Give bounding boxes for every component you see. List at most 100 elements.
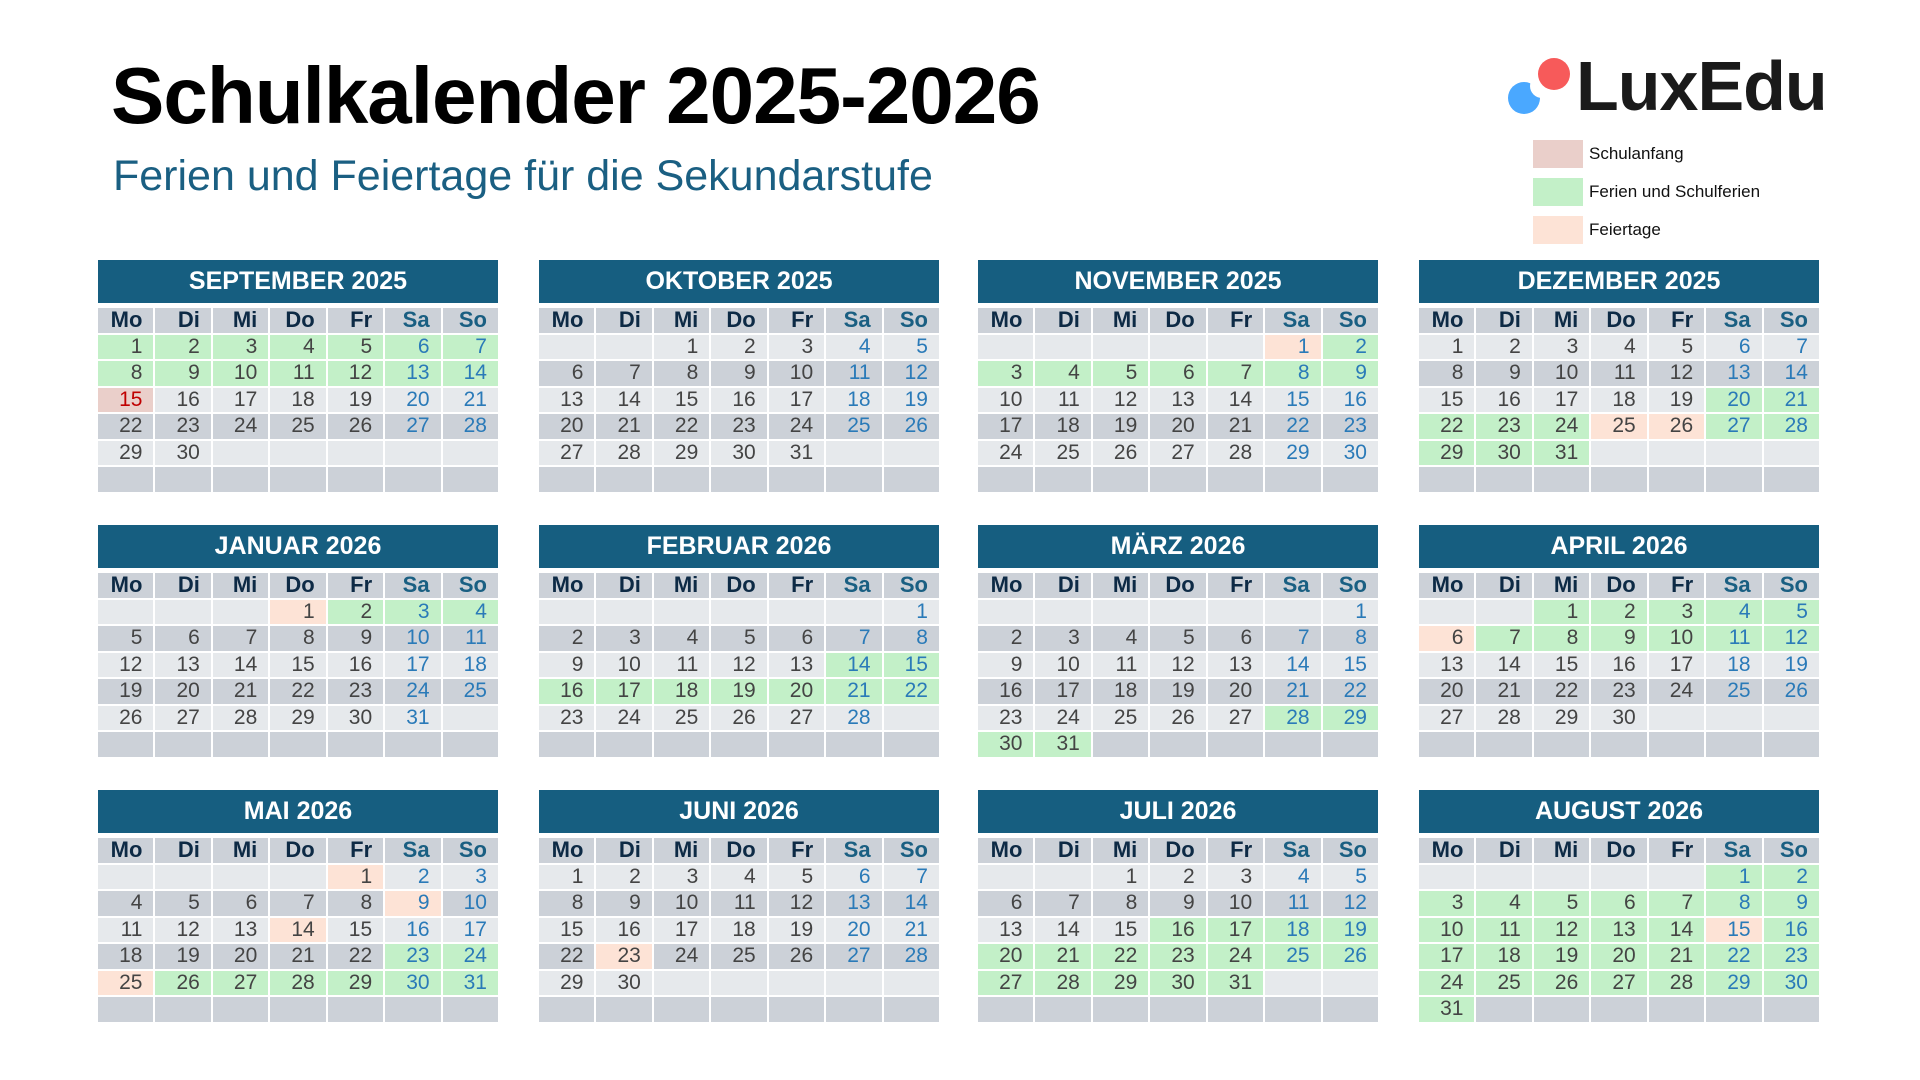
weekday-header: Fr <box>1648 307 1705 333</box>
empty-cell <box>212 467 269 492</box>
empty-cell <box>1092 599 1149 624</box>
day-cell: 2 <box>1150 864 1206 889</box>
day-cell: 15 <box>270 652 326 677</box>
day-cell: 20 <box>212 944 269 969</box>
day-cell: 5 <box>883 334 939 359</box>
day-cell: 29 <box>539 970 595 995</box>
empty-cell <box>98 467 154 492</box>
weekday-header: Do <box>1591 572 1647 598</box>
day-cell: 28 <box>1648 970 1705 995</box>
empty-cell <box>270 440 326 465</box>
day-cell: 2 <box>978 626 1034 651</box>
day-cell: 10 <box>1648 626 1705 651</box>
day-cell: 4 <box>711 864 767 889</box>
day-cell: 18 <box>1591 387 1647 412</box>
day-cell: 3 <box>1207 864 1264 889</box>
empty-cell <box>1476 864 1532 889</box>
empty-cell <box>1648 732 1705 757</box>
day-cell: 29 <box>1322 705 1378 730</box>
month-title: AUGUST 2026 <box>1419 790 1819 833</box>
empty-cell <box>1322 997 1378 1022</box>
day-cell: 7 <box>1763 334 1819 359</box>
month-title: NOVEMBER 2025 <box>978 260 1378 303</box>
day-cell: 29 <box>1265 440 1321 465</box>
empty-cell <box>1092 997 1149 1022</box>
day-cell: 24 <box>212 414 269 439</box>
day-cell: 15 <box>1322 652 1378 677</box>
day-cell: 18 <box>1265 917 1321 942</box>
day-cell: 21 <box>1265 679 1321 704</box>
day-cell: 2 <box>1591 599 1647 624</box>
day-cell: 1 <box>270 599 326 624</box>
day-cell: 22 <box>539 944 595 969</box>
weekday-header: Sa <box>826 572 882 598</box>
empty-cell <box>711 970 767 995</box>
empty-cell <box>978 334 1034 359</box>
day-cell: 24 <box>1648 679 1705 704</box>
day-cell: 26 <box>1150 705 1206 730</box>
day-cell: 5 <box>1533 891 1590 916</box>
weekday-header: Do <box>1150 307 1206 333</box>
day-cell: 22 <box>98 414 154 439</box>
day-cell: 8 <box>539 891 595 916</box>
empty-cell <box>768 467 825 492</box>
day-cell: 7 <box>270 891 326 916</box>
day-cell: 22 <box>1706 944 1762 969</box>
day-cell: 3 <box>1533 334 1590 359</box>
day-cell: 11 <box>711 891 767 916</box>
weekday-header: Di <box>1476 837 1532 863</box>
day-cell: 15 <box>98 387 154 412</box>
day-cell: 4 <box>826 334 882 359</box>
empty-cell <box>768 997 825 1022</box>
day-cell: 27 <box>768 705 825 730</box>
day-cell: 17 <box>442 917 498 942</box>
weekday-header: Fr <box>327 307 384 333</box>
logo-red-dot-icon <box>1538 58 1570 90</box>
day-cell: 12 <box>155 917 211 942</box>
weekday-header: Mo <box>98 837 154 863</box>
month-title: OKTOBER 2025 <box>539 260 939 303</box>
day-cell: 6 <box>826 864 882 889</box>
day-cell: 16 <box>1591 652 1647 677</box>
empty-cell <box>98 732 154 757</box>
day-cell: 15 <box>539 917 595 942</box>
day-cell: 8 <box>1706 891 1762 916</box>
day-cell: 5 <box>1763 599 1819 624</box>
day-cell: 22 <box>1533 679 1590 704</box>
day-cell: 29 <box>1419 440 1475 465</box>
empty-cell <box>978 864 1034 889</box>
day-cell: 15 <box>1706 917 1762 942</box>
day-cell: 29 <box>1092 970 1149 995</box>
empty-cell <box>385 997 441 1022</box>
weekday-header: Sa <box>1265 837 1321 863</box>
empty-cell <box>212 599 269 624</box>
weekday-header: Fr <box>1207 572 1264 598</box>
weekday-header: Di <box>1476 572 1532 598</box>
month-title: JUNI 2026 <box>539 790 939 833</box>
weekday-header: Mo <box>978 837 1034 863</box>
day-cell: 18 <box>711 917 767 942</box>
weekday-header: Sa <box>1706 572 1762 598</box>
empty-cell <box>883 705 939 730</box>
empty-cell <box>1591 997 1647 1022</box>
empty-cell <box>539 467 595 492</box>
day-cell: 11 <box>1035 387 1091 412</box>
empty-cell <box>1265 467 1321 492</box>
day-cell: 23 <box>385 944 441 969</box>
day-cell: 20 <box>385 387 441 412</box>
empty-cell <box>442 997 498 1022</box>
day-cell: 24 <box>1207 944 1264 969</box>
empty-cell <box>1763 732 1819 757</box>
day-cell: 6 <box>385 334 441 359</box>
day-cell: 16 <box>1150 917 1206 942</box>
weekday-header: So <box>1322 572 1378 598</box>
day-cell: 25 <box>1035 440 1091 465</box>
day-cell: 16 <box>978 679 1034 704</box>
day-cell: 13 <box>155 652 211 677</box>
empty-cell <box>1035 467 1091 492</box>
weekday-header: Mi <box>212 307 269 333</box>
empty-cell <box>1150 732 1206 757</box>
weekday-header: Mi <box>1533 572 1590 598</box>
empty-cell <box>768 970 825 995</box>
day-cell: 26 <box>1322 944 1378 969</box>
